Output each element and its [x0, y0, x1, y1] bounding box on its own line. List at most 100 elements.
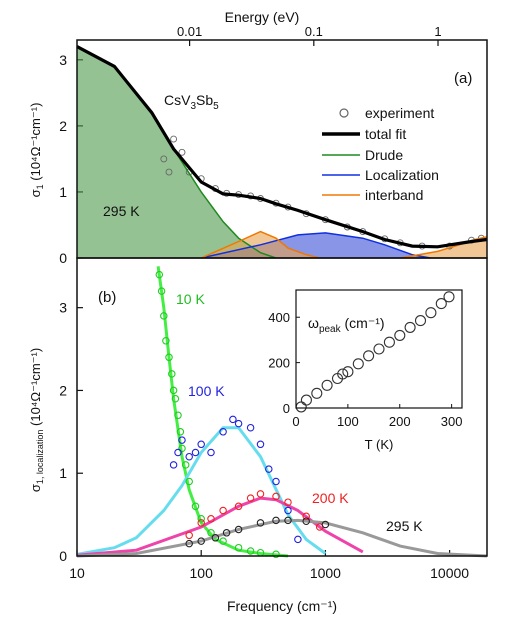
- y-tick-label-a: 1: [59, 184, 67, 200]
- data-point-100k: [174, 448, 182, 457]
- data-point-100k: [169, 461, 178, 469]
- data-point-10k: [171, 394, 180, 403]
- inset-point: [414, 315, 427, 327]
- data-point-100k: [246, 423, 255, 432]
- series-label-10k: 10 K: [176, 291, 205, 307]
- data-point-200k: [197, 519, 205, 527]
- series-label-200k: 200 K: [312, 490, 349, 506]
- panel-a-y-label: σ1 (10⁴Ω⁻¹cm⁻¹): [28, 103, 45, 198]
- data-point-200k: [246, 494, 255, 502]
- series-label-295k: 295 K: [386, 518, 423, 534]
- series-label-100k: 100 K: [188, 383, 225, 399]
- data-point-100k: [178, 436, 186, 444]
- inset-x-label: T (K): [365, 437, 394, 452]
- inset-y-label: ωpeak (cm⁻¹): [308, 315, 385, 335]
- top-tick-label: 1: [434, 24, 441, 39]
- data-point-295k: [284, 516, 292, 525]
- inset-points: [295, 291, 455, 413]
- inset-x-tick-label: 0: [292, 414, 299, 429]
- line-localization-1: [201, 232, 431, 259]
- inset-y-tick-label: 400: [268, 310, 290, 325]
- y-tick-label-b: 2: [59, 382, 67, 398]
- data-point-200k: [302, 512, 310, 521]
- legend-label-total-fit: total fit: [365, 126, 406, 142]
- inset-point: [394, 329, 406, 341]
- legend-item-localization: Localization: [322, 167, 439, 183]
- line-total-fit: [76, 45, 488, 249]
- fill-interband-3: [400, 236, 487, 258]
- inset-point: [404, 321, 416, 333]
- data-point-100k: [284, 506, 292, 515]
- data-point-200k: [284, 498, 292, 506]
- top-tick-label: 0.01: [177, 24, 202, 39]
- fill-drude-0: [77, 46, 276, 258]
- data-point-10k: [246, 547, 255, 555]
- top-axis-ticks: 0.01 0.1 1: [177, 24, 442, 46]
- x-tick-label-b: 10000: [430, 565, 469, 581]
- data-point-295k: [302, 517, 310, 525]
- panel-b-frame: [76, 257, 488, 557]
- line-interband-2: [200, 230, 320, 259]
- inset-point: [363, 350, 375, 362]
- legend-item-interband: interband: [322, 187, 423, 203]
- data-point-10k: [176, 428, 185, 436]
- data-point-10k: [155, 270, 164, 279]
- data-point-10k: [219, 537, 227, 545]
- panel-a: Energy (eV) 0.01 0.1 1 0 1 2 3 (a) CsV3Sb5 29…: [28, 9, 488, 266]
- data-point-295k: [272, 516, 280, 525]
- panel-a-component-fills: [77, 46, 487, 258]
- legend-label-experiment: experiment: [365, 105, 434, 121]
- data-point-10k: [165, 353, 173, 362]
- data-point-100k: [219, 428, 227, 436]
- data-point-100k: [256, 440, 265, 449]
- data-point-295k: [256, 519, 265, 527]
- y-tick-label-b: 3: [59, 300, 67, 316]
- fit-curve-295k: [76, 518, 488, 558]
- data-point-200k: [256, 490, 265, 498]
- inset-x-tick-label: 100: [337, 414, 359, 429]
- inset-point: [383, 336, 395, 348]
- inset-point: [321, 379, 333, 391]
- panel-a-label: (a): [454, 70, 472, 87]
- experiment-point: [160, 155, 168, 163]
- data-point-10k: [181, 461, 190, 469]
- data-point-100k: [197, 440, 205, 449]
- data-point-295k: [321, 520, 330, 529]
- legend-label-drude: Drude: [365, 147, 403, 163]
- data-point-10k: [234, 543, 243, 552]
- data-point-10k: [197, 515, 205, 523]
- data-point-10k: [162, 337, 170, 345]
- inset-point: [425, 307, 437, 319]
- data-point-100k: [229, 415, 237, 424]
- inset-frame: [295, 289, 463, 409]
- legend-label-interband: interband: [365, 187, 423, 203]
- x-tick-label-b: 100: [190, 565, 214, 581]
- temperature-label-a: 295 K: [103, 203, 140, 219]
- y-tick-label-b: 0: [59, 548, 67, 564]
- legend-item-experiment: experiment: [339, 105, 434, 121]
- data-point-100k: [191, 448, 200, 457]
- data-point-295k: [222, 529, 231, 537]
- inset-point: [443, 291, 455, 303]
- data-point-10k: [168, 370, 176, 378]
- y-tick-label-a: 3: [59, 52, 67, 68]
- experiment-point: [170, 135, 178, 143]
- data-point-100k: [207, 448, 215, 457]
- legend: experiment total fit Drude Localization …: [322, 105, 439, 203]
- panel-b-x-label: Frequency (cm⁻¹): [227, 598, 337, 614]
- top-tick-label: 0.1: [305, 24, 323, 39]
- legend-marker-experiment: [339, 108, 349, 118]
- inset-x-tick-label: 200: [389, 414, 411, 429]
- inset: 0 100 200 300 0 200 400 ωpeak (cm⁻¹) T (K): [268, 289, 463, 452]
- data-point-10k: [169, 386, 178, 395]
- inset-point: [300, 394, 312, 406]
- y-tick-label-a: 2: [59, 118, 67, 134]
- data-point-10k: [191, 502, 200, 511]
- y-tick-label-b: 1: [59, 465, 67, 481]
- top-axis-label: Energy (eV): [225, 9, 300, 25]
- data-point-200k: [272, 492, 280, 501]
- inset-point: [311, 387, 323, 399]
- data-point-10k: [272, 550, 280, 559]
